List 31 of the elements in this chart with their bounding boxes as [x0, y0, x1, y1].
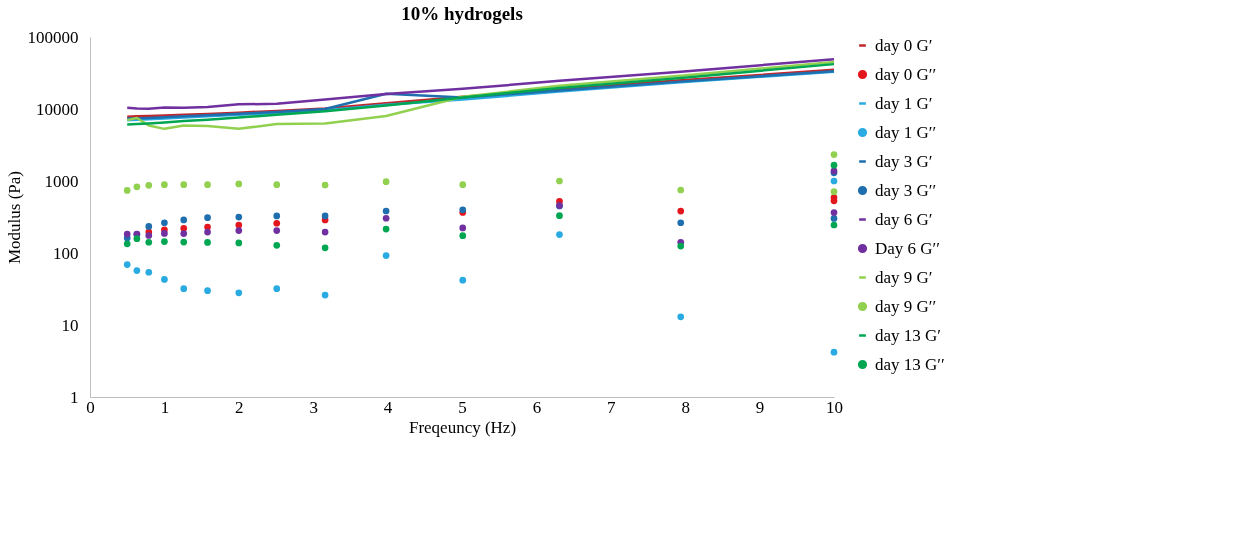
x-tick-label: 2 — [235, 397, 244, 417]
x-tick-label: 6 — [532, 397, 542, 417]
x-axis-title: Freqeuncy (Hz) — [408, 417, 517, 437]
x-tick-label: 7 — [607, 397, 617, 417]
y-tick-label: 10 — [61, 315, 79, 335]
legend-label: day 13 G′ — [875, 325, 942, 345]
y-axis-title: Modulus (Pa) — [4, 170, 24, 265]
x-tick-label: 5 — [458, 397, 467, 417]
x-tick-label: 4 — [383, 397, 393, 417]
legend-label: day 9 G′ — [875, 267, 933, 287]
legend-label: day 9 G′′ — [875, 296, 937, 316]
y-tick-label: 100000 — [27, 27, 79, 47]
y-tick-label: 10000 — [36, 99, 79, 119]
x-tick-label: 9 — [755, 397, 765, 417]
x-tick-label: 8 — [681, 397, 690, 417]
legend-label: Day 6 G′′ — [875, 238, 941, 258]
legend-label: day 0 G′′ — [875, 64, 937, 84]
legend-label: day 6 G′ — [875, 209, 933, 229]
y-tick-label: 1000 — [44, 171, 79, 191]
x-tick-label: 10 — [826, 397, 843, 417]
x-tick-label: 3 — [309, 397, 318, 417]
legend-label: day 1 G′′ — [875, 122, 937, 142]
legend-label: day 0 G′ — [875, 35, 933, 55]
legend-label: day 13 G′′ — [875, 354, 945, 374]
chart-title: 10% hydrogels — [401, 3, 523, 24]
x-tick-label: 1 — [160, 397, 170, 417]
x-tick-label: 0 — [86, 397, 95, 417]
legend-label: day 3 G′′ — [875, 180, 937, 200]
legend-label: day 3 G′ — [875, 151, 933, 171]
legend-label: day 1 G′ — [875, 93, 933, 113]
y-tick-label: 100 — [53, 243, 79, 263]
